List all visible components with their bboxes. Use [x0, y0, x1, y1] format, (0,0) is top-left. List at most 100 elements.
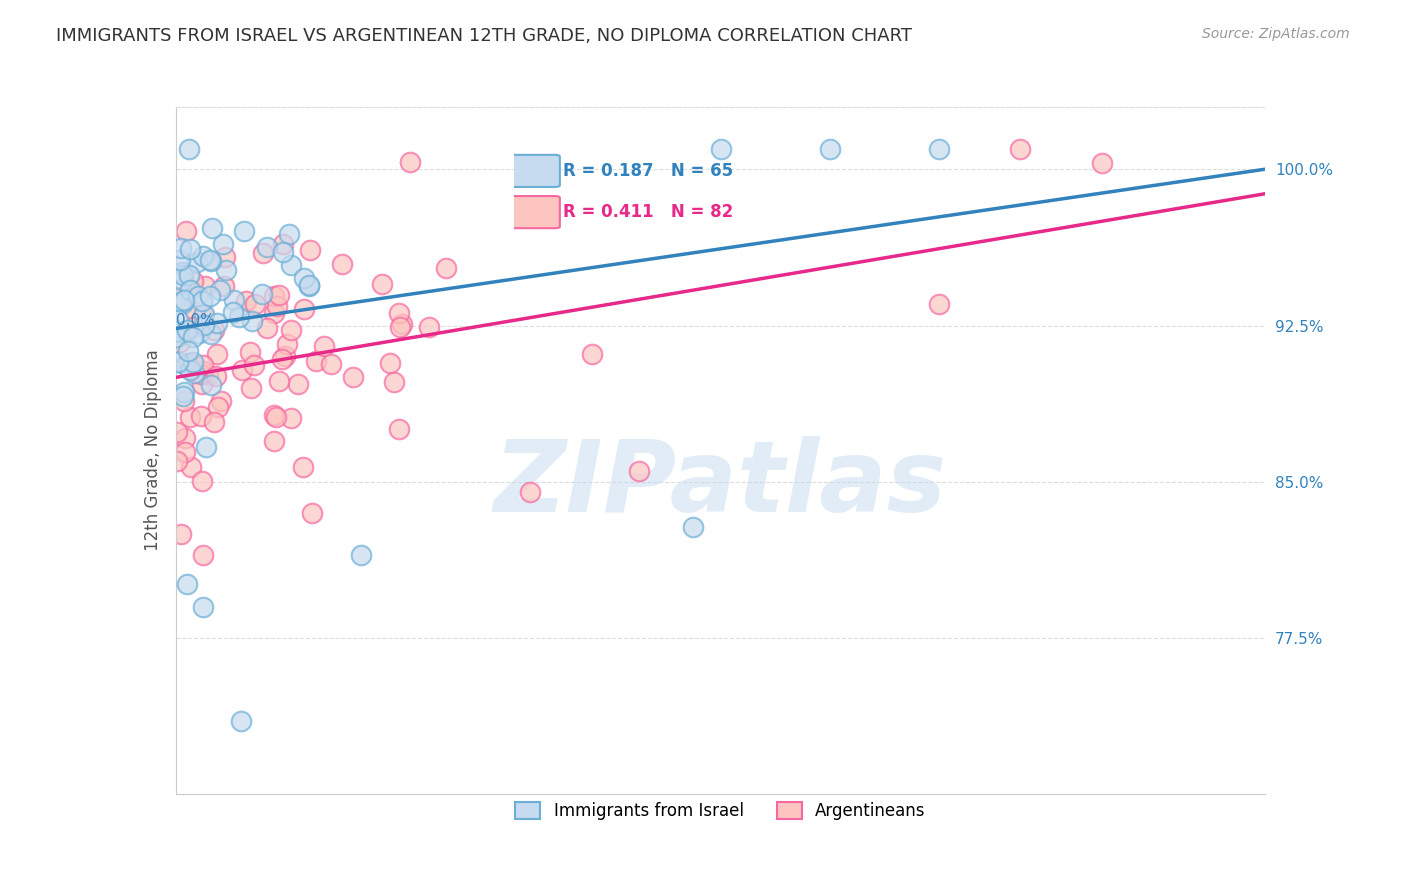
Point: [314, 339, 336, 353]
Point: [212, 278, 235, 293]
Point: [169, 252, 191, 267]
Point: [190, 367, 212, 381]
Point: [228, 310, 250, 324]
Point: [179, 283, 201, 297]
Point: [378, 356, 401, 370]
Point: [266, 299, 288, 313]
Point: [250, 286, 273, 301]
Point: [245, 296, 267, 310]
Point: [215, 263, 238, 277]
Point: [256, 240, 278, 254]
Point: [399, 154, 422, 169]
Point: [191, 363, 214, 377]
Point: [370, 277, 392, 292]
Point: [166, 425, 188, 440]
Point: [190, 409, 212, 423]
Point: [173, 358, 195, 372]
Point: [231, 714, 253, 728]
Point: [193, 318, 215, 332]
Point: [181, 319, 204, 334]
Y-axis label: 12th Grade, No Diploma: 12th Grade, No Diploma: [143, 350, 162, 551]
Point: [1010, 142, 1032, 156]
Point: [197, 368, 219, 382]
Point: [263, 289, 285, 303]
Point: [176, 356, 198, 370]
Point: [191, 599, 214, 614]
Point: [319, 357, 342, 371]
Point: [388, 422, 411, 436]
Text: 0.0%: 0.0%: [176, 313, 215, 328]
Point: [173, 384, 195, 399]
Point: [191, 474, 214, 488]
Point: [581, 347, 603, 361]
Point: [280, 410, 302, 425]
Point: [166, 313, 188, 327]
Point: [240, 380, 263, 394]
Point: [232, 224, 254, 238]
Point: [710, 142, 733, 156]
Text: ZIPatlas: ZIPatlas: [494, 436, 948, 533]
Point: [183, 304, 205, 318]
Point: [187, 289, 209, 303]
Point: [184, 365, 207, 379]
Point: [170, 241, 193, 255]
Point: [263, 434, 285, 449]
Point: [170, 294, 193, 309]
Point: [165, 290, 187, 304]
Point: [231, 363, 253, 377]
Point: [176, 323, 198, 337]
Point: [209, 393, 232, 408]
Point: [519, 485, 541, 500]
Point: [193, 249, 215, 263]
Point: [270, 352, 292, 367]
Point: [201, 221, 224, 235]
Point: [181, 330, 204, 344]
Point: [207, 400, 229, 414]
Point: [389, 319, 412, 334]
Point: [174, 445, 197, 459]
Point: [186, 255, 208, 269]
Point: [682, 520, 704, 534]
Point: [388, 306, 411, 320]
Point: [208, 283, 231, 297]
Point: [299, 243, 322, 257]
Point: [271, 237, 294, 252]
Point: [418, 320, 440, 334]
Point: [928, 142, 950, 156]
Point: [214, 250, 236, 264]
Point: [172, 273, 194, 287]
Point: [301, 506, 323, 520]
Point: [181, 355, 204, 369]
Point: [274, 349, 297, 363]
Point: [172, 268, 194, 282]
Point: [193, 306, 215, 320]
Point: [169, 334, 191, 349]
Point: [627, 464, 650, 478]
Point: [276, 337, 298, 351]
Point: [242, 314, 264, 328]
Point: [172, 265, 194, 279]
Point: [280, 259, 302, 273]
Point: [173, 293, 195, 308]
Point: [172, 296, 194, 310]
Point: [263, 408, 285, 422]
Point: [298, 278, 321, 293]
Point: [191, 294, 214, 309]
Point: [173, 394, 195, 409]
Point: [202, 415, 225, 429]
Point: [205, 316, 228, 330]
Legend: Immigrants from Israel, Argentineans: Immigrants from Israel, Argentineans: [509, 796, 932, 827]
Point: [269, 287, 291, 301]
Point: [179, 363, 201, 377]
Point: [267, 374, 290, 388]
Point: [292, 301, 315, 316]
Point: [180, 459, 202, 474]
Point: [263, 306, 285, 320]
Point: [242, 358, 264, 372]
Point: [391, 317, 413, 331]
Point: [174, 224, 197, 238]
Point: [224, 293, 246, 307]
Point: [205, 347, 228, 361]
Point: [1091, 156, 1114, 170]
Point: [188, 326, 211, 340]
